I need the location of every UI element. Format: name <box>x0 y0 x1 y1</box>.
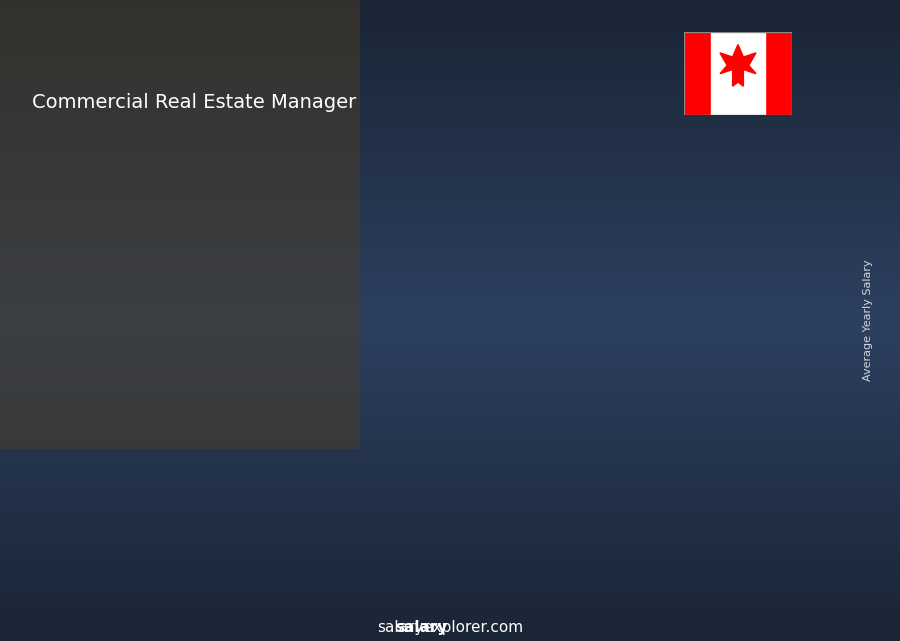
Bar <box>711 32 765 115</box>
Bar <box>318 270 408 571</box>
Bar <box>178 353 269 571</box>
Bar <box>397 270 408 571</box>
Bar <box>608 0 673 177</box>
Bar <box>595 171 686 571</box>
Bar <box>318 270 328 571</box>
Bar <box>675 171 686 571</box>
Bar <box>257 353 269 571</box>
Text: +7%: +7% <box>525 98 567 116</box>
Polygon shape <box>720 45 756 87</box>
Bar <box>469 0 535 204</box>
Text: 268,000 CAD: 268,000 CAD <box>597 190 684 203</box>
Bar <box>456 198 467 571</box>
Bar <box>734 144 824 571</box>
Bar <box>747 0 812 151</box>
Text: salaryexplorer.com: salaryexplorer.com <box>377 620 523 635</box>
Text: +7%: +7% <box>664 56 706 74</box>
Text: 250,000 CAD: 250,000 CAD <box>458 217 545 230</box>
Text: salary: salary <box>395 620 447 635</box>
Text: +29%: +29% <box>102 294 156 312</box>
Text: 146,000 CAD: 146,000 CAD <box>180 372 267 385</box>
Bar <box>178 353 189 571</box>
Bar <box>765 32 792 115</box>
Bar <box>40 401 130 571</box>
Bar <box>119 401 130 571</box>
Bar <box>684 32 711 115</box>
Bar <box>595 171 607 571</box>
Bar <box>191 138 256 356</box>
Bar <box>329 0 395 274</box>
Bar <box>456 198 546 571</box>
Bar <box>814 144 824 571</box>
Text: 286,000 CAD: 286,000 CAD <box>736 163 824 176</box>
Text: Commercial Real Estate Manager: Commercial Real Estate Manager <box>32 93 356 112</box>
Text: 114,000 CAD: 114,000 CAD <box>40 420 128 433</box>
Bar <box>52 233 117 404</box>
Text: 202,000 CAD: 202,000 CAD <box>319 289 406 302</box>
Text: +38%: +38% <box>241 231 295 249</box>
Bar <box>734 144 745 571</box>
Bar <box>40 401 50 571</box>
Text: Salary Comparison By Experience: Salary Comparison By Experience <box>32 15 608 44</box>
Text: Average Yearly Salary: Average Yearly Salary <box>863 260 873 381</box>
Bar <box>536 198 546 571</box>
Text: +24%: +24% <box>380 154 434 172</box>
